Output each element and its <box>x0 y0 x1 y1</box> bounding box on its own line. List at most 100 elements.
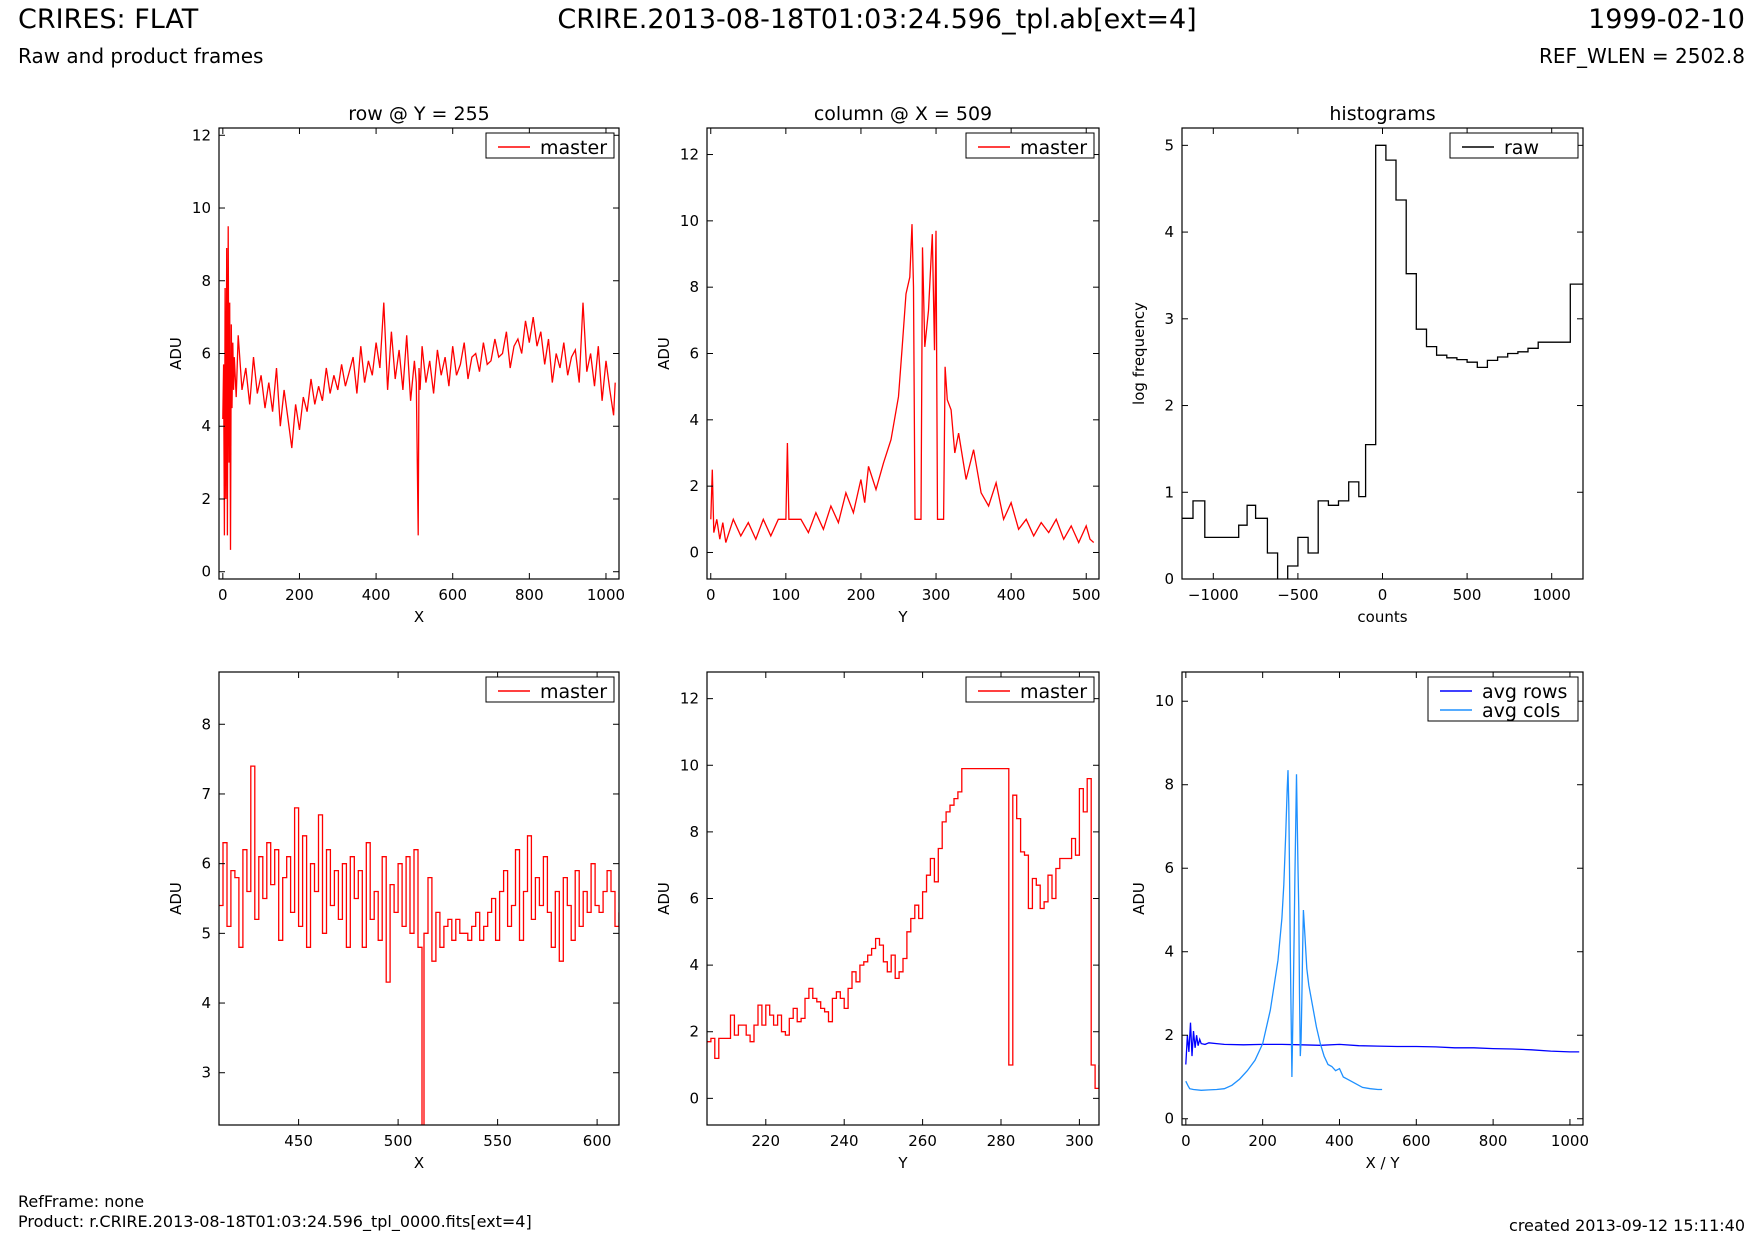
x-tick-label: 500 <box>1453 586 1482 604</box>
y-tick-label: 4 <box>1164 943 1174 961</box>
legend-box <box>485 132 615 159</box>
y-tick-label: 8 <box>201 715 211 733</box>
x-tick-label: −500 <box>1277 586 1318 604</box>
x-axis-label: X <box>414 608 424 626</box>
legend-box <box>485 676 615 703</box>
x-tick-label: 200 <box>285 586 314 604</box>
chart-title: column @ X = 509 <box>814 103 992 125</box>
y-tick-label: 0 <box>201 563 211 581</box>
series-line-raw <box>1182 144 1583 579</box>
y-tick-label: 0 <box>1164 1110 1174 1128</box>
series-line-master <box>710 224 1095 545</box>
y-tick-label: 4 <box>689 956 699 974</box>
y-tick-label: 0 <box>689 543 699 561</box>
x-axis-label: Y <box>897 608 908 626</box>
y-tick-label: 6 <box>689 345 699 363</box>
y-tick-label: 1 <box>1164 483 1174 501</box>
x-tick-label: 280 <box>987 1132 1016 1150</box>
x-tick-label: 500 <box>1072 586 1101 604</box>
x-axis-label: X <box>414 1154 424 1172</box>
series-group <box>707 767 1099 1090</box>
legend-label: master <box>540 137 607 159</box>
date-title: 1999-02-10 <box>1588 4 1745 35</box>
y-tick-label: 8 <box>1164 776 1174 794</box>
chart-row-zoom: 450 500 550 600 3 4 5 6 7 8 X ADU master <box>167 671 620 1172</box>
x-tick-label: 600 <box>583 1132 612 1150</box>
created-label: created 2013-09-12 15:11:40 <box>1509 1216 1745 1235</box>
y-axis-label: ADU <box>167 337 185 370</box>
chart-column-full: 0 100 200 300 400 500 0 2 4 6 8 10 12 column @ X = 50… <box>655 103 1101 626</box>
y-tick-label: 2 <box>1164 1026 1174 1044</box>
x-tick-label: 400 <box>362 586 391 604</box>
y-tick-label: 4 <box>201 994 211 1012</box>
x-tick-label: 600 <box>1402 1132 1431 1150</box>
x-tick-label: 450 <box>284 1132 313 1150</box>
x-tick-label: 0 <box>218 586 228 604</box>
x-axis-label: Y <box>897 1154 908 1172</box>
y-tick-label: 8 <box>689 823 699 841</box>
y-tick-label: 5 <box>1164 136 1174 154</box>
y-tick-label: 6 <box>201 855 211 873</box>
x-tick-label: 550 <box>483 1132 512 1150</box>
legend-label: raw <box>1504 137 1539 159</box>
x-tick-label: 400 <box>997 586 1026 604</box>
x-tick-label: 0 <box>1378 586 1388 604</box>
y-tick-label: 10 <box>680 756 699 774</box>
y-tick-label: 4 <box>201 417 211 435</box>
legend-box <box>1427 676 1579 722</box>
y-tick-label: 8 <box>689 278 699 296</box>
series-line-master <box>707 767 1099 1090</box>
legend-box <box>1449 132 1579 159</box>
x-tick-label: 260 <box>908 1132 937 1150</box>
y-tick-label: 7 <box>201 785 211 803</box>
file-title: CRIRE.2013-08-18T01:03:24.596_tpl.ab[ext… <box>557 4 1197 35</box>
x-tick-label: 400 <box>1325 1132 1354 1150</box>
y-tick-label: 6 <box>689 890 699 908</box>
y-axis-label: ADU <box>1130 882 1148 915</box>
chart-histograms: −1000 −500 0 500 1000 0 1 2 3 4 5 histograms counts l… <box>1130 103 1584 626</box>
x-axis-label: counts <box>1357 608 1407 626</box>
axes-frame <box>218 671 620 1126</box>
x-tick-label: 800 <box>1479 1132 1508 1150</box>
x-tick-label: 200 <box>1248 1132 1277 1150</box>
x-tick-label: 1000 <box>1533 586 1571 604</box>
legend: raw <box>1449 132 1579 159</box>
y-tick-label: 4 <box>689 411 699 429</box>
y-tick-label: 12 <box>192 126 211 144</box>
y-tick-label: 2 <box>689 1023 699 1041</box>
x-tick-label: 500 <box>384 1132 413 1150</box>
y-tick-label: 12 <box>680 690 699 708</box>
series-group <box>219 765 619 1125</box>
x-tick-label: 100 <box>772 586 801 604</box>
y-tick-label: 2 <box>201 490 211 508</box>
y-tick-label: 8 <box>201 272 211 290</box>
chart-averages: 0 200 400 600 800 1000 0 2 4 6 8 10 X / Y ADU avg rows… <box>1130 671 1589 1172</box>
x-tick-label: 240 <box>830 1132 859 1150</box>
x-axis-label: X / Y <box>1365 1154 1400 1172</box>
y-axis-label: ADU <box>655 337 673 370</box>
y-tick-label: 6 <box>201 345 211 363</box>
refframe-label: RefFrame: none <box>18 1192 145 1211</box>
series-group <box>1185 770 1580 1091</box>
y-axis-label: ADU <box>167 882 185 915</box>
chart-row-full: 0 200 400 600 800 1000 0 2 4 6 8 10 12 row @ Y = 255 X… <box>167 103 625 626</box>
x-tick-label: 0 <box>706 586 716 604</box>
series-group <box>710 224 1095 545</box>
axes-frame <box>218 127 620 580</box>
y-tick-label: 12 <box>680 146 699 164</box>
axes-frame <box>1181 671 1584 1126</box>
legend: master <box>485 132 615 159</box>
x-tick-label: 220 <box>751 1132 780 1150</box>
series-line-master <box>222 226 616 550</box>
series-line-avg-rows <box>1185 1022 1580 1065</box>
y-axis-label: ADU <box>655 882 673 915</box>
series-line-avg-cols <box>1185 770 1383 1091</box>
series-line-master <box>219 765 619 1125</box>
legend-label: master <box>1020 681 1087 703</box>
chart-title: histograms <box>1329 103 1435 125</box>
y-tick-label: 0 <box>1164 570 1174 588</box>
legend-box <box>965 132 1095 159</box>
y-tick-label: 4 <box>1164 223 1174 241</box>
chart-title: row @ Y = 255 <box>348 103 490 125</box>
